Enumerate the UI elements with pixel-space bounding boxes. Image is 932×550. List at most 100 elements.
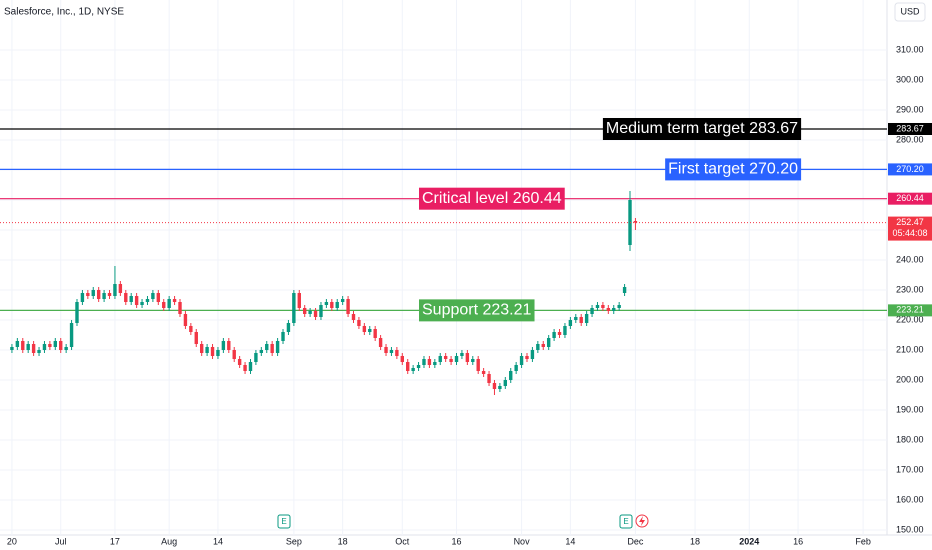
x-tick-label: Feb	[855, 536, 871, 546]
x-tick-label: 18	[338, 536, 348, 546]
earnings-marker[interactable]: E	[619, 514, 633, 529]
candle-body	[59, 340, 63, 350]
level-annotation-box	[602, 117, 802, 140]
last-price-label: 252.47	[896, 217, 924, 227]
candle-body	[346, 298, 350, 314]
candle-body	[265, 343, 269, 350]
candle-body	[433, 361, 437, 365]
y-tick-label: 150.00	[896, 524, 924, 534]
y-tick-label: 230.00	[896, 284, 924, 294]
candle-body	[107, 292, 112, 296]
candle-body	[319, 304, 323, 317]
candle-body	[151, 292, 155, 299]
candle-body	[53, 340, 58, 347]
candle-body	[541, 343, 545, 347]
candle-body	[471, 358, 475, 362]
level-price-label: 223.21	[896, 305, 924, 315]
candle-body	[357, 319, 361, 326]
candle-body	[633, 221, 638, 223]
x-tick-label: 2024	[739, 536, 759, 546]
level-annotation-box	[419, 187, 565, 210]
y-tick-label: 180.00	[896, 434, 924, 444]
candle-body	[443, 355, 448, 359]
candle-body	[281, 331, 285, 341]
candle-body	[330, 301, 334, 308]
candle-body	[509, 370, 513, 380]
currency-button[interactable]	[894, 2, 926, 22]
candle-body	[622, 286, 627, 293]
candle-body	[297, 292, 301, 308]
candle-body	[579, 316, 583, 323]
x-tick-label: Dec	[627, 536, 644, 546]
candle-body	[232, 349, 236, 359]
candle-body	[449, 358, 453, 362]
candle-body	[145, 298, 150, 302]
candle-body	[574, 316, 578, 320]
dividend-icon[interactable]	[635, 514, 649, 528]
x-tick-label: Aug	[161, 536, 177, 546]
candle-body	[384, 346, 388, 353]
currency[interactable]: USD	[900, 6, 920, 16]
candle-body	[91, 289, 95, 296]
x-tick-label: 16	[452, 536, 462, 546]
candle-body	[118, 283, 123, 293]
candle-body	[194, 331, 198, 344]
candle-body	[210, 346, 215, 356]
candle-body	[584, 313, 589, 323]
x-tick-label: 18	[690, 536, 700, 546]
candle-body	[216, 349, 220, 356]
candle-body	[10, 346, 14, 350]
y-tick-label: 290.00	[896, 104, 924, 114]
candle-body	[162, 301, 166, 308]
candle-body	[31, 343, 36, 353]
candle-body	[286, 322, 291, 332]
x-tick-label: 16	[793, 536, 803, 546]
candle-body	[427, 358, 432, 365]
level-price-label: 270.20	[896, 164, 924, 174]
level-annotation-box	[665, 158, 802, 181]
y-tick-label: 190.00	[896, 404, 924, 414]
candle-body	[498, 385, 502, 389]
candle-body	[335, 301, 339, 308]
candle-body	[438, 355, 442, 362]
candle-body	[64, 346, 68, 350]
candle-body	[465, 352, 470, 362]
candle-body	[340, 298, 345, 302]
candle-body	[254, 352, 258, 362]
candle-body	[102, 292, 106, 299]
candle-body	[270, 343, 274, 353]
candle-body	[42, 343, 47, 350]
candle-body	[519, 355, 524, 365]
level-annotation: Support 223.21	[422, 302, 532, 319]
countdown: 05:44:08	[892, 228, 927, 238]
candle-body	[172, 298, 177, 302]
candle-body	[514, 364, 518, 371]
x-tick-label: 20	[7, 536, 17, 546]
candle-body	[525, 355, 529, 359]
candle-body	[476, 358, 480, 371]
candle-body	[167, 298, 171, 308]
x-tick-label: Sep	[286, 536, 302, 546]
candle-body	[378, 337, 383, 347]
candle-body	[595, 304, 600, 308]
candle-body	[259, 349, 264, 353]
candle-body	[15, 340, 20, 347]
candle-body	[557, 331, 562, 335]
candle-body	[205, 346, 209, 353]
candle-body	[460, 352, 464, 356]
candle-body	[536, 343, 540, 350]
candle-body	[275, 340, 280, 353]
candle-body	[140, 301, 144, 305]
earnings-label: E	[281, 517, 286, 526]
candle-body	[389, 349, 394, 353]
candle-body	[248, 361, 253, 371]
candle-body	[601, 304, 605, 308]
candle-body	[362, 325, 367, 332]
candle-body	[26, 343, 30, 350]
x-tick-label: Nov	[514, 536, 531, 546]
level-annotation: Medium term target 283.67	[606, 120, 798, 137]
earnings-marker[interactable]: E	[277, 514, 291, 529]
candle-body	[69, 322, 74, 347]
